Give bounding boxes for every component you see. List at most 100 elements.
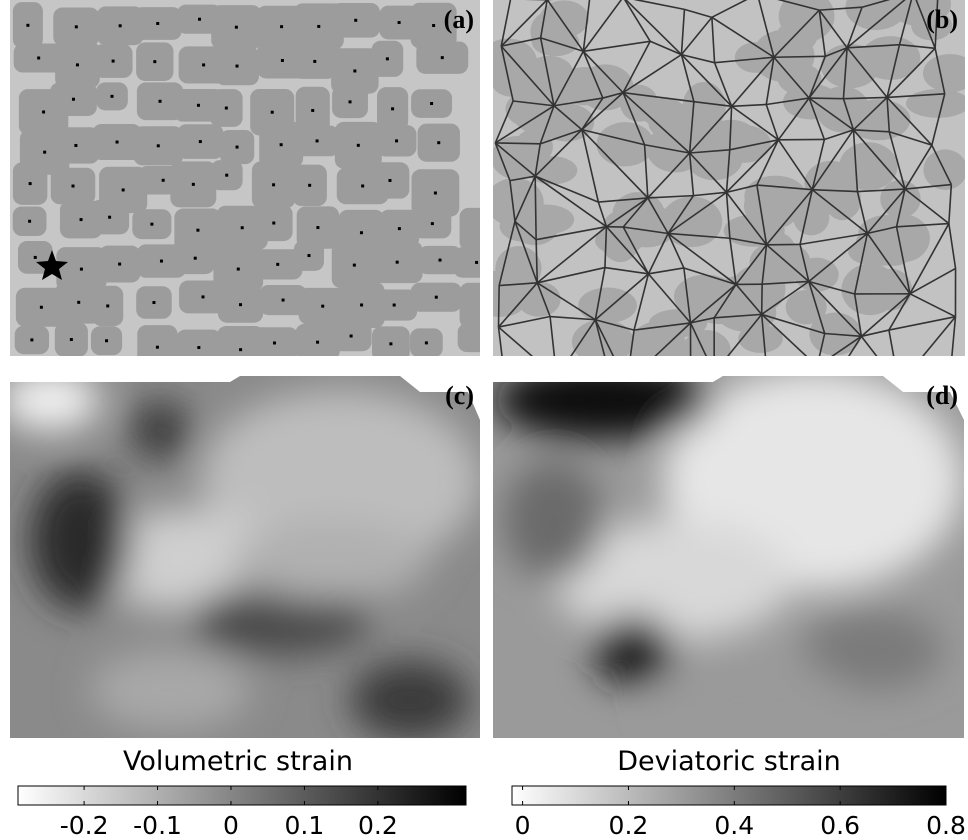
grain-centroid [70,338,73,341]
contour-blob [593,615,673,685]
grain-centroid [425,341,428,344]
tick-label: -0.1 [133,811,182,840]
grain-centroid [308,184,311,187]
grain-centroid [276,263,279,266]
panel-label: (c) [445,381,474,410]
grain-centroid [77,301,80,304]
triangulation-edge [606,360,627,383]
grain-centroid [157,144,160,147]
figure: (a) (b) (c) (d) Volumetric strain-0.2-0.… [0,0,968,840]
grain-centroid [225,174,228,177]
grain-centroid [396,261,399,264]
grain-centroid [42,110,45,113]
grain-centroid [122,188,125,191]
grain-centroid [156,22,159,25]
grain-centroid [199,140,202,143]
tick-label: 0.6 [820,811,860,840]
contour-blob [503,460,603,580]
grain-centroid [316,341,319,344]
grain-centroid [386,57,389,60]
grain-centroid [116,141,119,144]
contour-blob [130,400,190,460]
grain-centroid [30,338,33,341]
grain-centroid [431,222,434,225]
grain-centroid [349,100,352,103]
grain [682,330,731,371]
tick-label: 0.2 [358,811,398,840]
colorbar-title: Deviatoric strain [617,746,840,777]
grain-centroid [197,346,200,349]
contour-blob [493,360,713,440]
panel-a [10,0,510,373]
colorbar [18,786,466,805]
grain [500,211,548,242]
grain-centroid [159,100,162,103]
grain-centroid [75,25,78,28]
grain-centroid [317,25,320,28]
grain [906,89,968,118]
grain [923,149,967,190]
grain-centroid [239,348,242,351]
tick-label: 0 [515,811,531,840]
grain-centroid [43,151,46,154]
grain-centroid [192,183,195,186]
grain-centroid [235,26,238,29]
grain-centroid [395,139,398,142]
tick-label: 0.1 [285,811,325,840]
grain-centroid [29,182,32,185]
grain [714,281,776,331]
grain [630,321,687,371]
triangulation-edge [557,360,606,377]
grain-centroid [26,24,29,27]
grain-centroid [194,257,197,260]
grain-centroid [225,107,228,110]
grain-centroid [197,104,200,107]
grain [640,98,687,126]
grain-centroid [150,223,153,226]
contour-blob [350,660,470,740]
grain-centroid [201,295,204,298]
tick-label: 0.2 [609,811,649,840]
grain-centroid [439,259,442,262]
grain-centroid [316,226,319,229]
grain-centroid [237,268,240,271]
grain-centroid [437,141,440,144]
grain-centroid [74,144,77,147]
grain-centroid [156,346,159,349]
panel-label: (a) [444,5,474,34]
grain-centroid [281,59,284,62]
grain-centroid [80,268,83,271]
tick-label: 0 [223,811,239,840]
triangulation-edge [495,143,540,144]
grain-centroid [430,102,433,105]
grain-centroid [350,335,353,338]
grain-centroid [432,24,435,27]
colorbar-title: Volumetric strain [123,746,353,777]
grain-centroid [160,260,163,263]
colorbar [512,786,946,805]
grain-centroid [481,228,484,231]
grain-centroid [202,63,205,66]
grain-centroid [271,111,274,114]
grain-centroid [307,254,310,257]
grain [578,287,637,323]
grain-centroid [321,305,324,308]
grain-centroid [272,183,275,186]
grain-centroid [72,185,75,188]
grain-centroid [391,107,394,110]
grain-centroid [389,342,392,345]
grain-centroid [34,256,37,259]
triangulation-edge [499,286,500,328]
grain-centroid [198,18,201,21]
grain-centroid [316,139,319,142]
grain-centroid [360,231,363,234]
contour-blob [230,520,430,600]
panel-label: (b) [926,5,958,34]
grain-centroid [105,339,108,342]
tick-label: -0.2 [60,811,109,840]
grain-centroid [236,65,239,68]
grain-centroid [483,304,486,307]
grain-centroid [360,303,363,306]
grain-centroid [28,220,31,223]
contour-blob [90,650,250,730]
